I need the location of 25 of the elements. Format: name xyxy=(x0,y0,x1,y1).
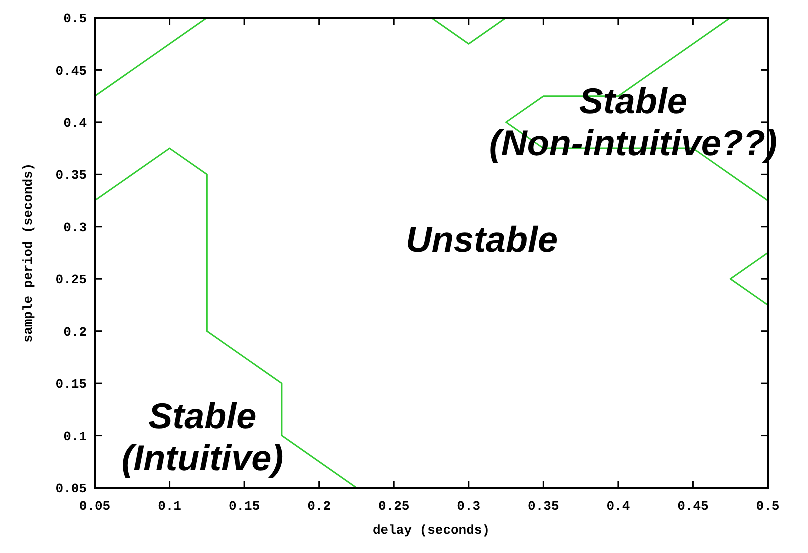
y-tick-label: 0.5 xyxy=(64,12,88,27)
x-tick-label: 0.25 xyxy=(378,499,410,514)
x-tick-label: 0.1 xyxy=(158,499,182,514)
annotation: Stable (Intuitive) xyxy=(122,394,284,478)
y-tick-label: 0.25 xyxy=(56,272,88,288)
x-tick-label: 0.45 xyxy=(678,499,710,514)
x-axis-title: delay (seconds) xyxy=(372,523,490,538)
x-tick-label: 0.5 xyxy=(756,499,780,514)
y-tick-label: 0.35 xyxy=(56,168,88,184)
y-tick-label: 0.05 xyxy=(56,482,88,497)
y-tick-label: 0.45 xyxy=(56,64,88,79)
y-tick-label: 0.4 xyxy=(64,116,88,131)
y-tick-label: 0.15 xyxy=(56,377,88,392)
y-tick-label: 0.2 xyxy=(64,324,88,340)
y-tick-label: 0.3 xyxy=(64,220,88,236)
x-tick-label: 0.05 xyxy=(79,499,111,514)
x-tick-label: 0.2 xyxy=(308,499,332,514)
annotation: Unstable xyxy=(406,218,558,260)
y-axis-title: sample period (seconds) xyxy=(21,163,36,343)
y-tick-label: 0.1 xyxy=(64,429,88,444)
x-tick-label: 0.4 xyxy=(606,499,630,514)
line-series xyxy=(94,148,358,489)
x-tick-label: 0.15 xyxy=(228,499,260,514)
x-tick-label: 0.35 xyxy=(528,499,560,514)
x-tick-label: 0.3 xyxy=(457,499,481,514)
